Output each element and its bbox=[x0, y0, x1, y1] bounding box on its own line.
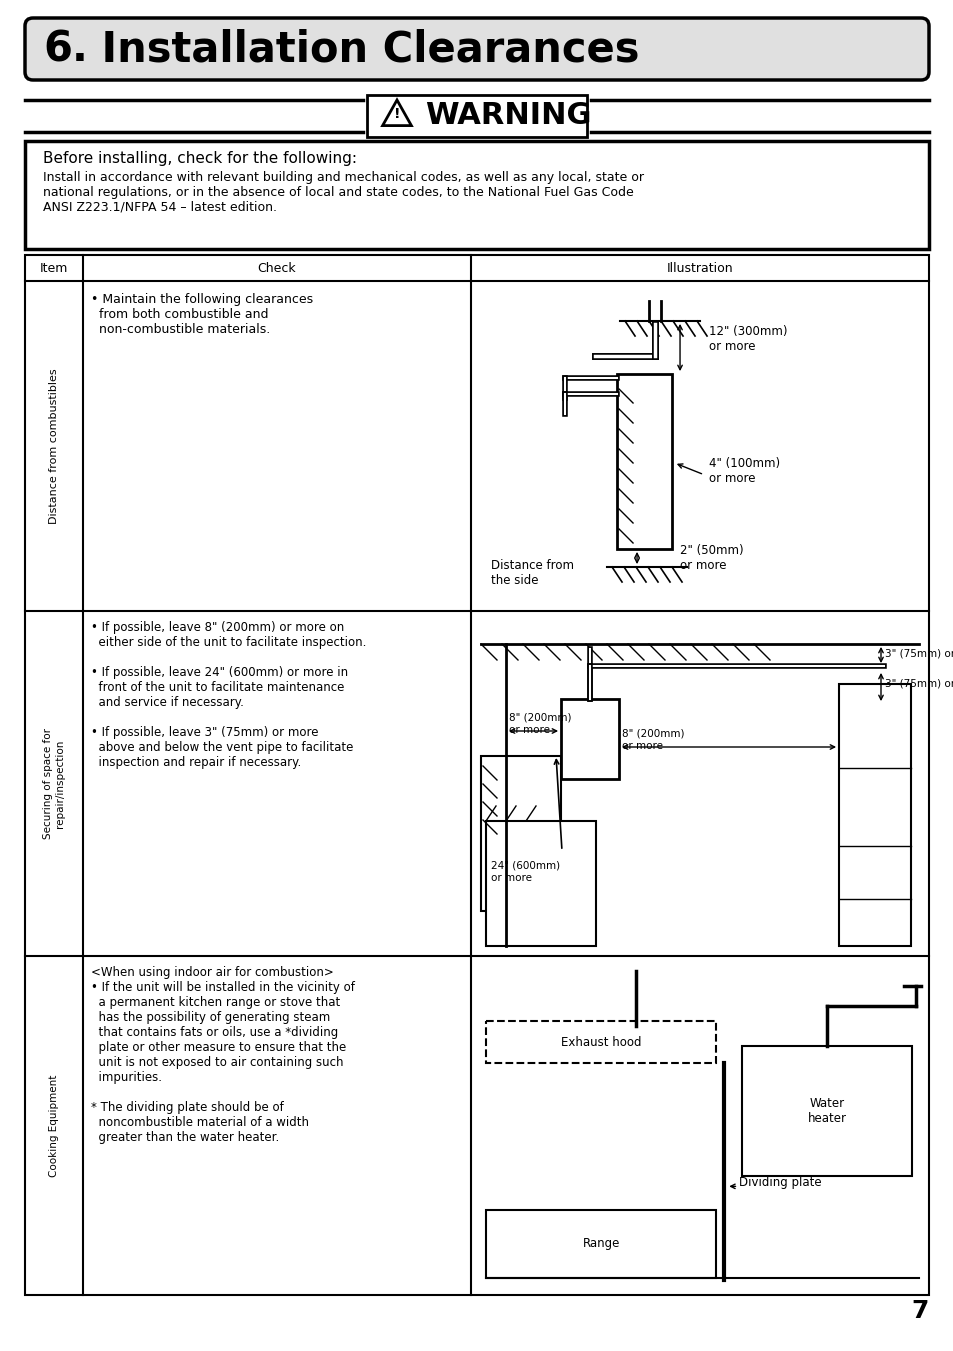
Text: Water
heater: Water heater bbox=[807, 1097, 846, 1125]
Bar bbox=[485, 1210, 716, 1278]
Bar bbox=[480, 757, 560, 911]
Text: Distance from
the side: Distance from the side bbox=[491, 559, 574, 586]
Text: Range: Range bbox=[582, 1238, 619, 1251]
Bar bbox=[617, 374, 671, 549]
Text: WARNING: WARNING bbox=[424, 101, 591, 131]
Text: Before installing, check for the following:: Before installing, check for the followi… bbox=[43, 151, 356, 166]
Text: Installation Clearances: Installation Clearances bbox=[87, 28, 639, 70]
Polygon shape bbox=[382, 100, 411, 126]
Text: Check: Check bbox=[257, 262, 296, 274]
Text: 3" (75mm) or more: 3" (75mm) or more bbox=[884, 648, 953, 659]
Bar bbox=[485, 1021, 716, 1063]
FancyBboxPatch shape bbox=[25, 18, 928, 80]
Bar bbox=[838, 684, 910, 946]
Text: 7: 7 bbox=[911, 1300, 928, 1323]
Bar bbox=[25, 141, 928, 249]
Bar bbox=[367, 95, 586, 136]
Bar bbox=[741, 1046, 911, 1175]
Text: !: ! bbox=[394, 107, 400, 122]
Text: <When using indoor air for combustion>
• If the unit will be installed in the vi: <When using indoor air for combustion> •… bbox=[91, 966, 355, 1144]
Text: 8" (200mm)
or more: 8" (200mm) or more bbox=[621, 730, 684, 751]
Bar bbox=[485, 821, 596, 946]
Text: 12" (300mm)
or more: 12" (300mm) or more bbox=[708, 326, 787, 354]
Text: 2" (50mm)
or more: 2" (50mm) or more bbox=[679, 544, 743, 571]
Text: 8" (200mm)
or more: 8" (200mm) or more bbox=[509, 713, 571, 735]
Text: Illustration: Illustration bbox=[666, 262, 733, 274]
Bar bbox=[25, 255, 928, 1296]
Text: 4" (100mm)
or more: 4" (100mm) or more bbox=[708, 457, 780, 485]
Text: Install in accordance with relevant building and mechanical codes, as well as an: Install in accordance with relevant buil… bbox=[43, 172, 643, 213]
Text: • Maintain the following clearances
  from both combustible and
  non-combustibl: • Maintain the following clearances from… bbox=[91, 293, 313, 336]
Text: Dividing plate: Dividing plate bbox=[739, 1175, 821, 1189]
Text: 3" (75mm) or more: 3" (75mm) or more bbox=[884, 678, 953, 688]
Text: • If possible, leave 8" (200mm) or more on
  either side of the unit to facilita: • If possible, leave 8" (200mm) or more … bbox=[91, 621, 366, 769]
Bar bbox=[560, 698, 618, 780]
Text: Item: Item bbox=[40, 262, 68, 274]
Text: 24" (600mm)
or more: 24" (600mm) or more bbox=[491, 861, 559, 882]
Text: Securing of space for
repair/inspection: Securing of space for repair/inspection bbox=[43, 728, 65, 839]
Text: Exhaust hood: Exhaust hood bbox=[560, 1035, 640, 1048]
Text: Distance from combustibles: Distance from combustibles bbox=[49, 369, 59, 524]
Text: Cooking Equipment: Cooking Equipment bbox=[49, 1074, 59, 1177]
Text: 6.: 6. bbox=[43, 28, 88, 70]
